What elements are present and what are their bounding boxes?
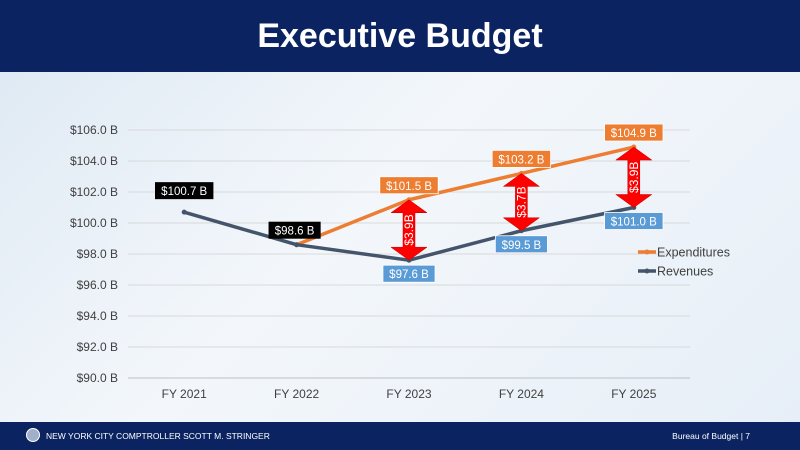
city-seal-icon xyxy=(26,428,40,442)
gap-label: $3.9B xyxy=(402,214,416,245)
y-tick-label: $90.0 B xyxy=(77,371,118,385)
data-label-box xyxy=(268,221,321,239)
slide-title: Executive Budget xyxy=(257,16,543,55)
x-tick-label: FY 2025 xyxy=(611,387,656,401)
data-label: $101.5 B xyxy=(386,181,432,193)
data-label: $104.9 B xyxy=(611,128,657,140)
data-label-box xyxy=(155,182,214,200)
gap-label: $3.9B xyxy=(627,162,641,193)
data-label: $101.0 B xyxy=(611,217,657,229)
y-tick-label: $100.0 B xyxy=(70,216,118,230)
data-label: $103.2 B xyxy=(498,154,544,166)
y-tick-label: $94.0 B xyxy=(77,309,118,323)
data-point xyxy=(294,242,300,248)
x-tick-label: FY 2021 xyxy=(162,387,207,401)
y-tick-label: $96.0 B xyxy=(77,278,118,292)
slide-header: Executive Budget xyxy=(0,0,800,72)
data-label-box xyxy=(382,264,436,283)
data-label: $99.5 B xyxy=(502,240,542,252)
data-label-box xyxy=(604,212,664,230)
y-tick-label: $98.0 B xyxy=(77,247,118,261)
x-tick-label: FY 2022 xyxy=(274,387,319,401)
x-tick-label: FY 2023 xyxy=(386,387,431,401)
data-label-box xyxy=(604,123,664,142)
gap-arrow-icon xyxy=(615,146,653,208)
data-label-box xyxy=(494,235,548,254)
footer-organization: NEW YORK CITY COMPTROLLER SCOTT M. STRIN… xyxy=(46,431,270,441)
footer-page: Bureau of Budget | 7 xyxy=(672,431,750,441)
y-tick-label: $102.0 B xyxy=(70,185,118,199)
data-point xyxy=(181,209,187,215)
x-tick-label: FY 2024 xyxy=(499,387,544,401)
data-label: $98.6 B xyxy=(275,226,315,238)
legend-marker xyxy=(644,249,650,255)
slide-footer: NEW YORK CITY COMPTROLLER SCOTT M. STRIN… xyxy=(0,422,800,450)
data-label-box xyxy=(491,149,552,168)
gap-arrow-icon xyxy=(502,173,541,232)
series-line-expenditures xyxy=(295,145,635,247)
data-label: $100.7 B xyxy=(161,186,207,198)
legend-marker xyxy=(644,268,650,274)
gap-arrow-icon xyxy=(390,199,428,261)
legend-label: Expenditures xyxy=(657,246,730,260)
gap-label: $3.7B xyxy=(514,186,528,217)
y-tick-label: $106.0 B xyxy=(70,123,118,137)
legend-label: Revenues xyxy=(657,265,713,279)
data-label-box xyxy=(379,176,439,195)
data-label: $97.6 B xyxy=(389,269,429,281)
y-tick-label: $92.0 B xyxy=(77,340,118,354)
y-tick-label: $104.0 B xyxy=(70,154,118,168)
